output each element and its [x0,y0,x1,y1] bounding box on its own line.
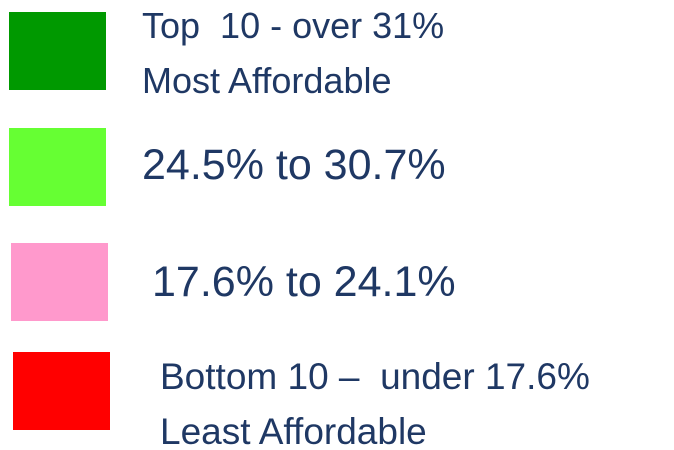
legend-swatch [9,128,106,206]
legend-swatch [11,243,108,321]
legend-swatch [13,352,110,430]
legend-label: Most Affordable [142,60,392,101]
legend-label: Bottom 10 – under 17.6% [160,356,590,397]
legend-swatch [9,12,106,90]
legend-label: 24.5% to 30.7% [142,141,446,189]
legend-label: Least Affordable [160,411,427,450]
legend-label: Top 10 - over 31% [142,5,444,46]
legend-label: 17.6% to 24.1% [152,258,456,306]
